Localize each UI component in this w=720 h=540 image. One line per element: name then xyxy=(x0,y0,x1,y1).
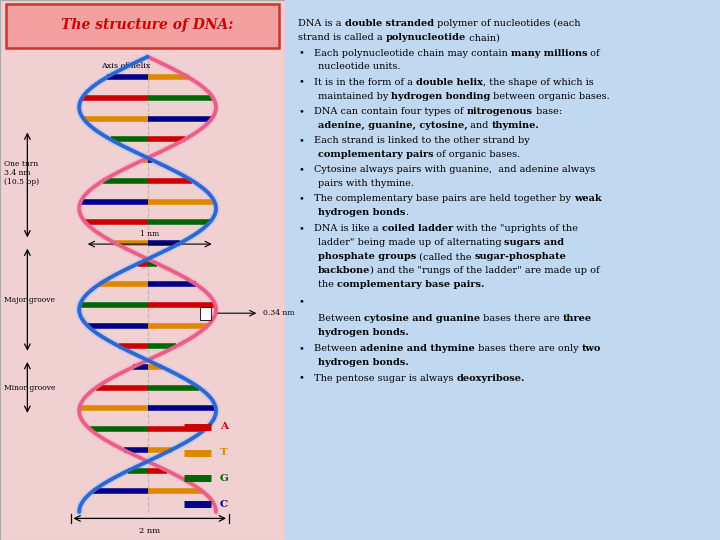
Text: A: A xyxy=(220,422,228,431)
Text: weak: weak xyxy=(574,194,602,204)
Text: adenine, guanine, cytosine,: adenine, guanine, cytosine, xyxy=(318,121,467,130)
Text: and: and xyxy=(467,121,492,130)
Text: One turn
3.4 nm
(10.5 bp): One turn 3.4 nm (10.5 bp) xyxy=(4,160,39,186)
Text: •: • xyxy=(298,224,304,233)
Text: with the "uprights of the: with the "uprights of the xyxy=(453,224,577,233)
Text: 0.34 nm: 0.34 nm xyxy=(263,309,294,317)
Text: chain): chain) xyxy=(466,33,500,43)
Text: of: of xyxy=(588,49,600,58)
Text: maintained by: maintained by xyxy=(318,92,391,101)
Text: between organic bases.: between organic bases. xyxy=(490,92,610,101)
Text: two: two xyxy=(582,344,601,353)
Text: complementary pairs: complementary pairs xyxy=(318,150,433,159)
Text: nucleotide units.: nucleotide units. xyxy=(318,62,400,71)
Text: G: G xyxy=(220,474,228,483)
Text: sugar-phosphate: sugar-phosphate xyxy=(474,252,566,261)
Text: Major groove: Major groove xyxy=(4,296,55,303)
Text: coiled ladder: coiled ladder xyxy=(382,224,453,233)
Text: thymine.: thymine. xyxy=(492,121,539,130)
Text: pairs with thymine.: pairs with thymine. xyxy=(318,179,413,188)
Text: 2 nm: 2 nm xyxy=(139,527,161,535)
Text: •: • xyxy=(298,78,304,87)
Text: hydrogen bonds.: hydrogen bonds. xyxy=(318,328,408,338)
Text: bases there are: bases there are xyxy=(480,314,562,323)
Text: Each polynucleotide chain may contain: Each polynucleotide chain may contain xyxy=(314,49,510,58)
Text: polynucleotide: polynucleotide xyxy=(386,33,466,43)
Text: The structure of DNA:: The structure of DNA: xyxy=(61,18,234,32)
Text: (called the: (called the xyxy=(415,252,474,261)
Text: backbone: backbone xyxy=(318,266,370,275)
Text: Minor groove: Minor groove xyxy=(4,384,55,392)
Text: •: • xyxy=(298,49,304,58)
Text: It is in the form of a: It is in the form of a xyxy=(314,78,416,87)
Text: •: • xyxy=(298,374,304,383)
Text: many millions: many millions xyxy=(510,49,588,58)
Text: C: C xyxy=(220,500,228,509)
Text: Cytosine always pairs with guanine,  and adenine always: Cytosine always pairs with guanine, and … xyxy=(314,165,595,174)
Text: •: • xyxy=(298,107,304,116)
Text: adenine and thymine: adenine and thymine xyxy=(360,344,474,353)
Text: of organic bases.: of organic bases. xyxy=(433,150,521,159)
Text: hydrogen bonds.: hydrogen bonds. xyxy=(318,358,408,367)
Text: ladder" being made up of alternating: ladder" being made up of alternating xyxy=(318,238,504,247)
Text: •: • xyxy=(298,344,304,353)
Text: deoxyribose.: deoxyribose. xyxy=(456,374,525,383)
Text: Each strand is linked to the other strand by: Each strand is linked to the other stran… xyxy=(314,136,530,145)
Text: DNA is a: DNA is a xyxy=(298,19,345,28)
Text: complementary base pairs.: complementary base pairs. xyxy=(336,280,484,289)
Text: ) and the "rungs of the ladder" are made up of: ) and the "rungs of the ladder" are made… xyxy=(370,266,600,275)
Text: The complementary base pairs are held together by: The complementary base pairs are held to… xyxy=(314,194,574,204)
Text: The pentose sugar is always: The pentose sugar is always xyxy=(314,374,456,383)
Text: phosphate groups: phosphate groups xyxy=(318,252,415,261)
Bar xyxy=(285,0,720,540)
Text: Between: Between xyxy=(318,314,364,323)
Text: strand is called a: strand is called a xyxy=(298,33,386,43)
Text: •: • xyxy=(298,194,304,204)
Text: double helix: double helix xyxy=(416,78,483,87)
Text: , the shape of which is: , the shape of which is xyxy=(483,78,594,87)
Text: three: three xyxy=(562,314,592,323)
Text: Axis of helix: Axis of helix xyxy=(102,62,150,70)
Bar xyxy=(0,0,285,540)
Text: polymer of nucleotides (each: polymer of nucleotides (each xyxy=(434,19,580,28)
Text: •: • xyxy=(298,165,304,174)
Text: hydrogen bonding: hydrogen bonding xyxy=(391,92,490,101)
Text: •: • xyxy=(298,136,304,145)
Text: nitrogenous: nitrogenous xyxy=(467,107,533,116)
Text: DNA is like a: DNA is like a xyxy=(314,224,382,233)
Text: the: the xyxy=(318,280,336,289)
Text: bases there are only: bases there are only xyxy=(474,344,582,353)
Text: •: • xyxy=(298,297,304,306)
Text: Between: Between xyxy=(314,344,360,353)
Text: T: T xyxy=(220,448,228,457)
Text: 1 nm: 1 nm xyxy=(140,230,159,238)
Text: DNA can contain four types of: DNA can contain four types of xyxy=(314,107,467,116)
Text: base:: base: xyxy=(533,107,562,116)
Text: cytosine and guanine: cytosine and guanine xyxy=(364,314,480,323)
Text: sugars and: sugars and xyxy=(504,238,564,247)
Text: .: . xyxy=(405,208,408,218)
Text: hydrogen bonds: hydrogen bonds xyxy=(318,208,405,218)
FancyBboxPatch shape xyxy=(6,4,279,48)
Text: double stranded: double stranded xyxy=(345,19,434,28)
Bar xyxy=(200,307,211,320)
